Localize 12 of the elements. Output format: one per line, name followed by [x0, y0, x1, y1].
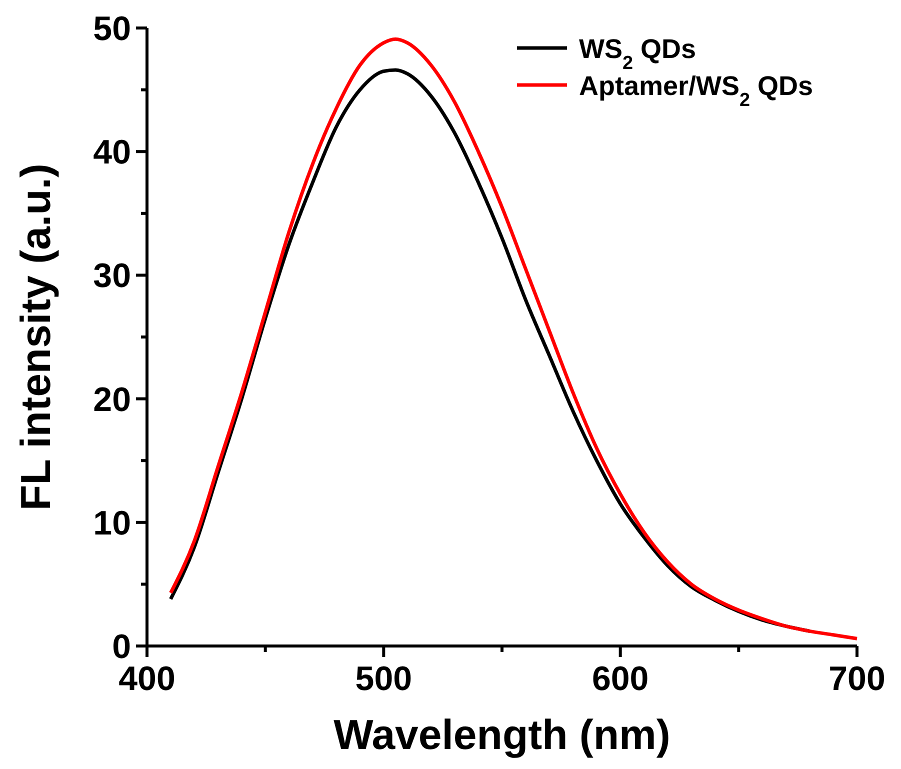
x-axis-title: Wavelength (nm) [334, 711, 670, 758]
x-tick-label: 600 [592, 660, 649, 698]
x-tick-label: 500 [355, 660, 412, 698]
y-axis-title: FL intensity (a.u.) [12, 164, 59, 510]
legend-label: WS$_{2}$ QDs [579, 34, 696, 74]
legend-label: Aptamer/WS$_{2}$ QDs [579, 71, 814, 110]
y-tick-label: 50 [93, 10, 131, 48]
y-tick-label: 10 [93, 504, 131, 542]
y-tick-label: 20 [93, 380, 131, 419]
y-tick-label: 30 [93, 257, 131, 296]
y-tick-label: 40 [93, 134, 131, 172]
x-tick-label: 700 [828, 660, 886, 698]
